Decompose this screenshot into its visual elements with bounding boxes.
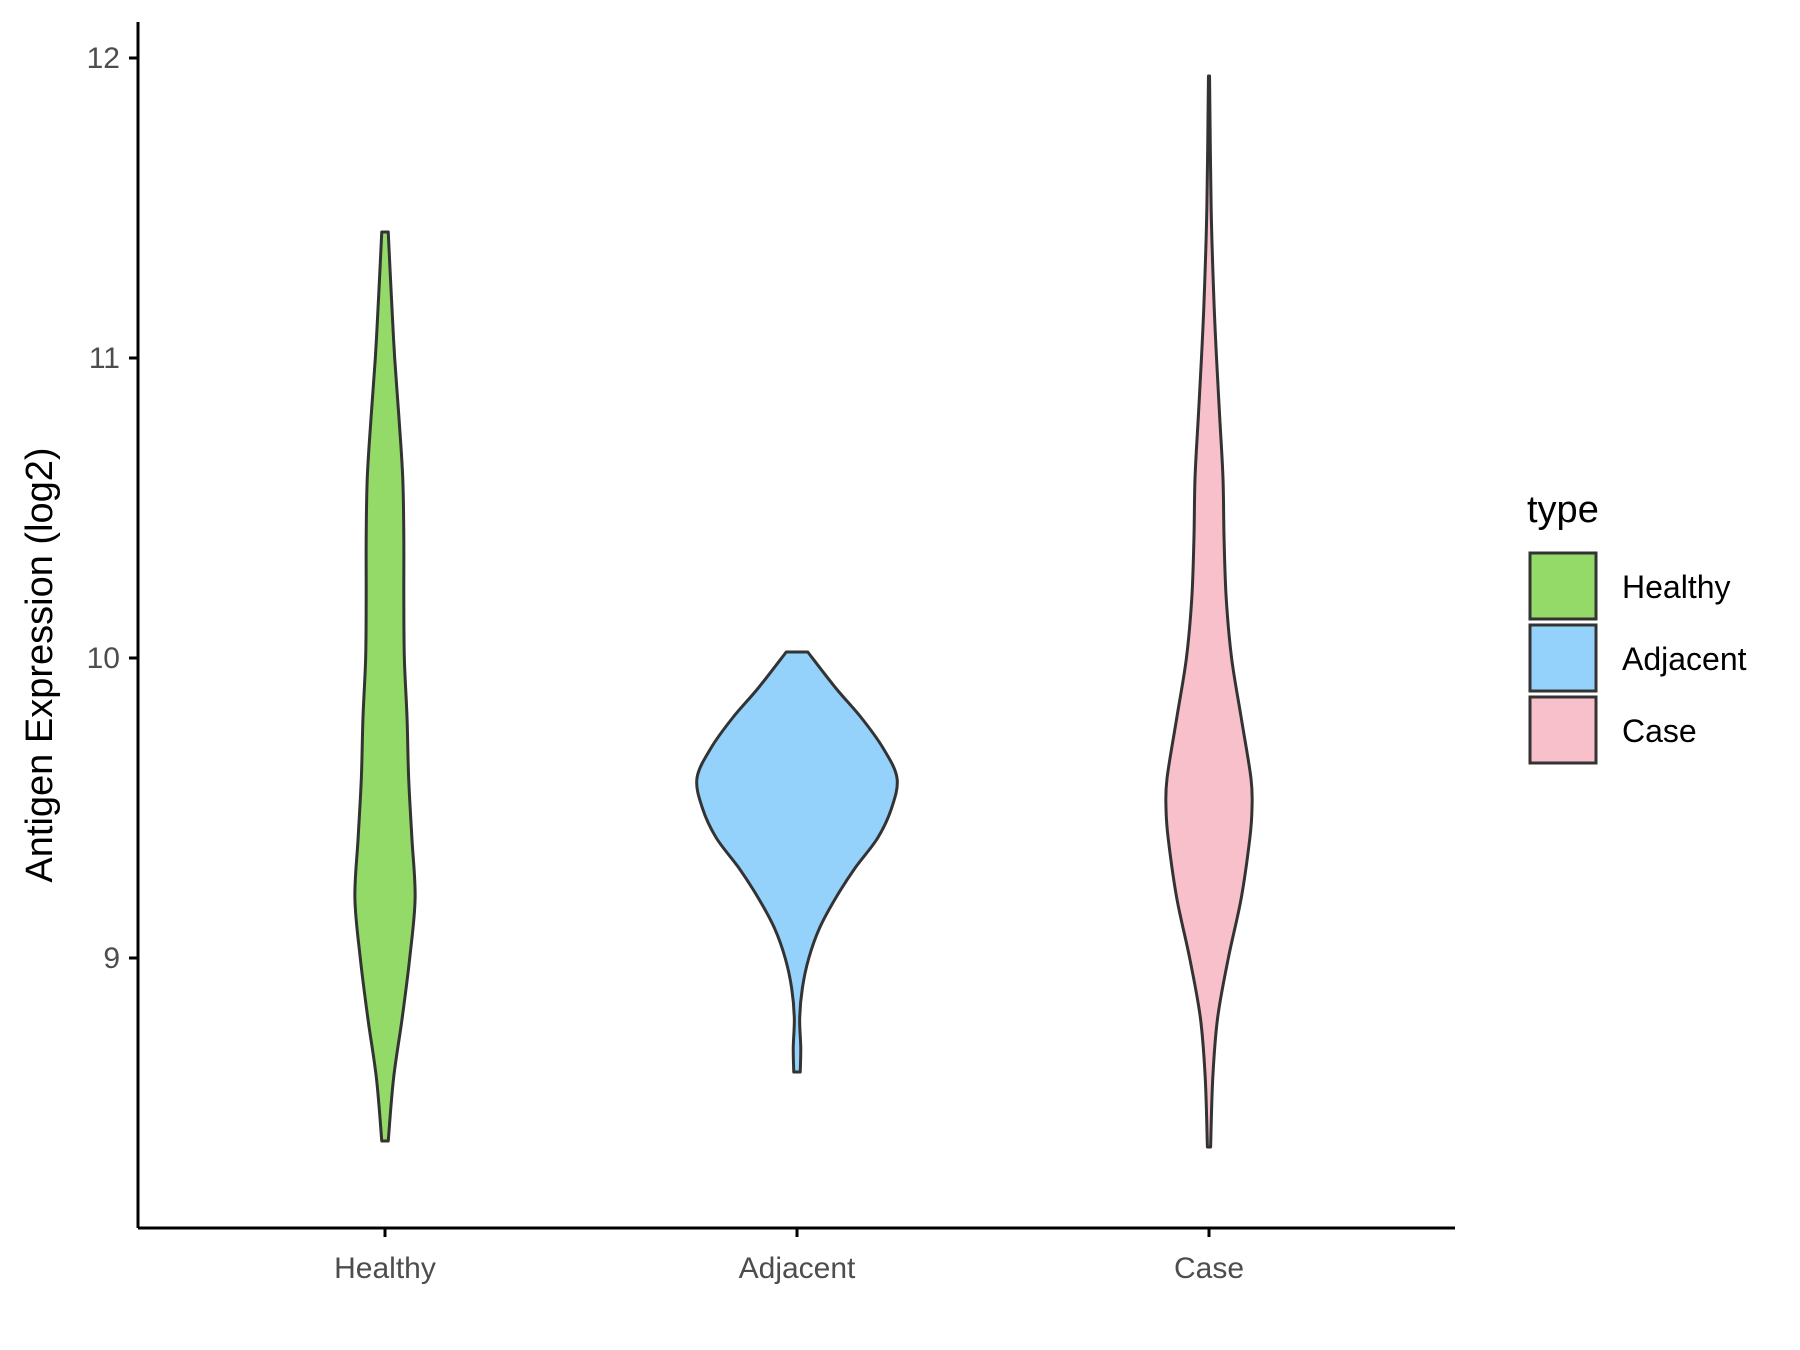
legend: type Healthy Adjacent Case <box>1527 489 1747 765</box>
y-tick-label: 10 <box>87 642 120 675</box>
y-ticks-group: 9 10 11 12 <box>87 42 138 975</box>
legend-label-healthy: Healthy <box>1622 569 1731 605</box>
y-tick-label: 11 <box>89 342 120 375</box>
legend-items: Healthy Adjacent Case <box>1528 551 1747 765</box>
x-tick-label-healthy: Healthy <box>334 1252 436 1285</box>
legend-label-case: Case <box>1622 713 1697 749</box>
legend-swatch-adjacent <box>1528 623 1598 693</box>
legend-label-adjacent: Adjacent <box>1622 641 1747 677</box>
legend-swatch-case <box>1528 695 1598 765</box>
violins-group <box>353 74 1254 1149</box>
violin-case <box>1164 74 1254 1149</box>
x-tick-label-case: Case <box>1174 1252 1244 1285</box>
x-tick-label-adjacent: Adjacent <box>739 1252 856 1285</box>
x-ticks-group: Healthy Adjacent Case <box>334 1228 1244 1285</box>
violin-adjacent <box>695 650 899 1074</box>
legend-title: type <box>1527 489 1599 531</box>
legend-swatch-healthy <box>1528 551 1598 621</box>
y-axis-title: Antigen Expression (log2) <box>19 447 61 882</box>
violin-healthy <box>353 230 417 1143</box>
y-tick-label: 12 <box>87 42 120 75</box>
y-tick-label: 9 <box>103 942 120 975</box>
